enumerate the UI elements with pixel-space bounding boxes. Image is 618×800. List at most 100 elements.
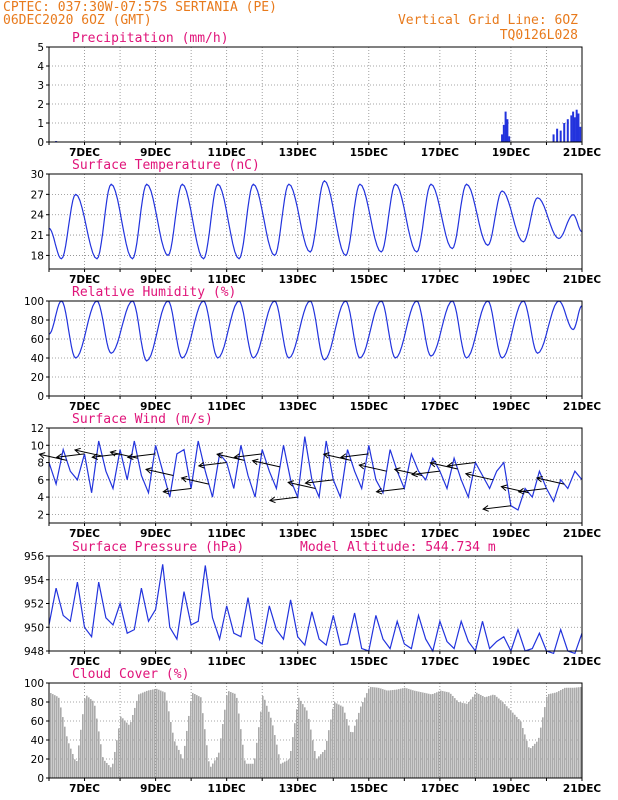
cloud-bar-302 [302, 704, 304, 778]
cloud-bar-458 [458, 702, 460, 778]
wind-arrow-shaft-4 [110, 451, 138, 459]
wind-arrow-shaft-8 [181, 477, 210, 485]
cloud-bar-304 [304, 707, 306, 778]
cloud-bar-230 [230, 692, 232, 778]
wind-arrow-shaft-17 [340, 453, 369, 458]
cloud-bar-292 [292, 737, 294, 778]
ytick-label-cloud-4: 80 [31, 697, 44, 709]
wind-arrow-shaft-2 [74, 449, 103, 457]
precip-bar-6 [552, 134, 555, 142]
cloud-bar-482 [482, 696, 484, 778]
cloud-bar-322 [322, 752, 324, 778]
xtick-label-press-5: 17DEC [421, 656, 460, 668]
cloud-bar-78 [78, 745, 80, 778]
cloud-bar-132 [132, 714, 134, 778]
cloud-bar-488 [488, 696, 490, 778]
cloud-bar-392 [392, 690, 394, 778]
cloud-bar-330 [330, 719, 332, 778]
wind-arrow-head-13 [268, 496, 276, 504]
xtick-label-wind-4: 15DEC [350, 528, 389, 540]
precip-bar-10 [566, 119, 569, 142]
cloud-bar-570 [570, 687, 572, 778]
cloud-bar-232 [232, 692, 234, 778]
ytick-label-temp-0: 18 [31, 250, 44, 262]
cloud-bar-110 [110, 767, 112, 778]
xtick-label-press-4: 15DEC [350, 656, 389, 668]
cloud-bar-526 [526, 740, 528, 778]
cloud-bar-480 [480, 694, 482, 778]
xtick-label-rh-6: 19DEC [492, 401, 531, 413]
cloud-bar-168 [168, 711, 170, 778]
ytick-label-precip-0: 0 [37, 137, 44, 149]
cloud-bar-498 [498, 698, 500, 778]
cloud-bar-424 [424, 692, 426, 778]
ytick-label-cloud-0: 0 [37, 773, 44, 785]
cloud-bar-246 [246, 763, 248, 778]
ytick-label-wind-1: 4 [37, 492, 44, 504]
cloud-bar-270 [270, 717, 272, 778]
cloud-bar-468 [468, 701, 470, 778]
cloud-bar-224 [224, 709, 226, 778]
wind-arrow-shaft-18 [359, 464, 387, 472]
cloud-bar-568 [568, 687, 570, 778]
cloud-bar-434 [434, 693, 436, 778]
cloud-bar-534 [534, 743, 536, 778]
cloud-bar-188 [188, 715, 190, 778]
cloud-bar-138 [138, 694, 140, 778]
cloud-bar-484 [484, 697, 486, 778]
cloud-bar-186 [186, 730, 188, 778]
cloud-bar-364 [364, 697, 366, 778]
ytick-label-precip-2: 2 [37, 99, 44, 111]
cloud-bar-92 [92, 700, 94, 778]
cloud-bar-98 [98, 731, 100, 778]
wind-arrow-shaft-11 [234, 453, 263, 458]
cloud-bar-76 [76, 761, 78, 778]
cloud-bar-282 [282, 762, 284, 778]
header-date: 06DEC2020 6OZ (GMT) [3, 13, 152, 28]
cloud-bar-386 [386, 690, 388, 778]
panel-extra-press: Model Altitude: 544.734 m [300, 540, 496, 555]
xtick-label-wind-0: 7DEC [69, 528, 100, 540]
xtick-label-precip-4: 15DEC [350, 147, 389, 159]
cloud-bar-448 [448, 692, 450, 778]
cloud-bar-520 [520, 721, 522, 778]
cloud-bar-140 [140, 693, 142, 778]
cloud-bar-522 [522, 728, 524, 778]
wind-arrow-shaft-3 [92, 453, 121, 458]
cloud-bar-104 [104, 760, 106, 778]
cloud-bar-324 [324, 749, 326, 778]
cloud-bar-542 [542, 717, 544, 778]
cloud-bar-410 [410, 689, 412, 778]
cloud-bar-216 [216, 757, 218, 778]
wind-arrow-shaft-7 [163, 487, 192, 493]
ytick-label-cloud-3: 60 [31, 716, 44, 728]
cloud-bar-166 [166, 700, 168, 778]
cloud-bar-160 [160, 690, 162, 778]
cloud-bar-178 [178, 749, 180, 778]
xtick-label-wind-3: 13DEC [279, 528, 318, 540]
cloud-bar-558 [558, 691, 560, 778]
wind-arrow-shaft-19 [376, 487, 405, 493]
wind-arrow-head-25 [482, 505, 489, 512]
cloud-bar-374 [374, 687, 376, 778]
cloud-bar-298 [298, 697, 300, 778]
xtick-label-rh-4: 15DEC [350, 401, 389, 413]
xtick-label-rh-2: 11DEC [208, 401, 247, 413]
cloud-bar-236 [236, 697, 238, 778]
cloud-bar-546 [546, 696, 548, 778]
cloud-bar-52 [52, 694, 54, 778]
cloud-bar-274 [274, 735, 276, 778]
cloud-bar-494 [494, 695, 496, 778]
xtick-label-precip-3: 13DEC [279, 147, 318, 159]
cloud-bar-194 [194, 694, 196, 778]
xtick-label-precip-1: 9DEC [140, 147, 171, 159]
cloud-bar-566 [566, 687, 568, 778]
cloud-bar-120 [120, 716, 122, 778]
xtick-label-cloud-3: 13DEC [279, 783, 318, 795]
cloud-bar-150 [150, 689, 152, 778]
cloud-bar-432 [432, 693, 434, 778]
cloud-bar-242 [242, 744, 244, 778]
precip-bar-16 [579, 126, 582, 142]
xtick-label-press-0: 7DEC [69, 656, 100, 668]
wind-arrow-shaft-6 [145, 468, 174, 476]
